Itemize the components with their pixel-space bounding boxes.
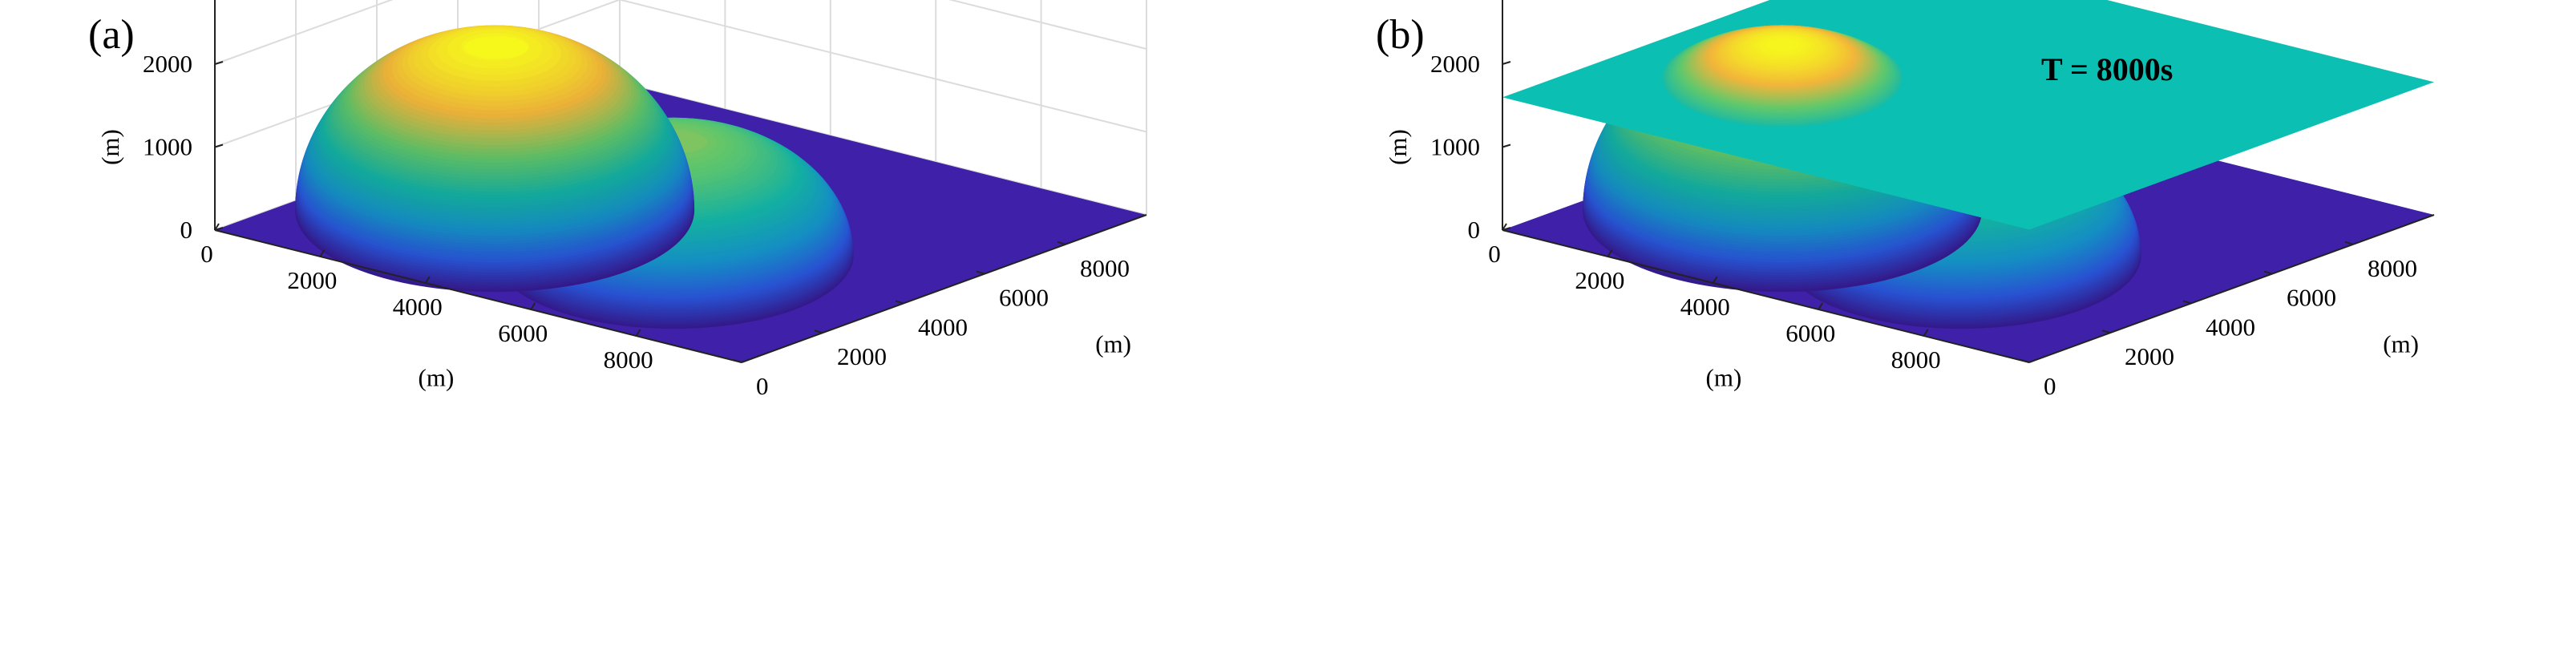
x-axis-label: (m)	[1706, 363, 1742, 391]
x-tick-label: 0	[200, 240, 213, 268]
axes: 0 2000 4000 6000 8000 0 2000 4000 6000 8000 0 1000 2…	[1384, 0, 2435, 400]
x-tick-label: 2000	[1575, 266, 1624, 294]
grid-line	[214, 0, 394, 65]
x-tick-label: 0	[1488, 240, 1501, 268]
y-tick-mark	[976, 270, 985, 275]
y-tick-mark	[2263, 270, 2273, 275]
x-axis-label: (m)	[419, 363, 455, 391]
x-tick-mark	[319, 249, 326, 257]
y-tick-mark	[1057, 241, 1066, 245]
x-tick-mark	[1502, 223, 1507, 231]
y-tick-mark	[2101, 329, 2111, 334]
y-tick-label: 2000	[2125, 342, 2174, 370]
y-axis-line	[2028, 214, 2435, 363]
z-tick-label: 2000	[143, 50, 192, 78]
x-tick-mark	[214, 223, 220, 231]
x-tick-mark	[1712, 276, 1718, 284]
z-tick-label: 0	[180, 216, 193, 244]
surface-group	[1502, 0, 2434, 362]
z-tick-mark	[1502, 61, 1511, 65]
y-tick-label: 4000	[918, 313, 968, 341]
panel-label: (a)	[88, 12, 135, 58]
x-tick-label: 4000	[1680, 293, 1730, 321]
z-tick-mark	[214, 61, 224, 65]
x-tick-mark	[635, 329, 641, 337]
y-tick-label: 2000	[837, 342, 887, 370]
z-axis-label: (m)	[1384, 129, 1412, 165]
grid-line	[619, 0, 1147, 133]
time-annotation: T = 8000s	[2041, 51, 2173, 87]
axes: 0 2000 4000 6000 8000 0 2000 4000 6000 8000 0 1000 2…	[96, 0, 1147, 400]
z-tick-mark	[214, 227, 224, 231]
x-tick-label: 8000	[1891, 346, 1941, 374]
hill-peak	[464, 36, 529, 59]
x-tick-mark	[1923, 329, 1929, 337]
x-tick-mark	[1818, 302, 1824, 310]
y-axis-line	[741, 214, 1147, 363]
y-axis-label: (m)	[1095, 330, 1131, 358]
x-tick-mark	[530, 302, 536, 310]
z-tick-mark	[1502, 227, 1511, 231]
y-axis-label: (m)	[2383, 330, 2419, 358]
emerged-hill-slice	[1765, 38, 1799, 52]
x-tick-label: 8000	[604, 346, 653, 374]
x-tick-mark	[1607, 249, 1613, 257]
x-tick-label: 6000	[498, 319, 548, 347]
surface-group	[215, 25, 1146, 362]
panel-a: 0 2000 4000 6000 8000 0 2000 4000 6000 8000 0 1000 2…	[88, 0, 1147, 400]
x-axis-line	[214, 229, 742, 363]
x-tick-label: 4000	[393, 293, 443, 321]
z-tick-mark	[1502, 143, 1511, 148]
surface-plot-b: 0 2000 4000 6000 8000 0 2000 4000 6000 8000 0 1000 2…	[1376, 0, 2435, 400]
y-tick-mark	[733, 359, 742, 363]
z-tick-label: 0	[1468, 216, 1481, 244]
x-tick-label: 2000	[287, 266, 337, 294]
y-tick-label: 4000	[2206, 313, 2255, 341]
x-tick-mark	[424, 276, 431, 284]
x-axis-line	[1502, 229, 2030, 363]
y-tick-mark	[895, 300, 904, 305]
z-tick-label: 1000	[1430, 133, 1480, 161]
y-tick-label: 6000	[999, 284, 1049, 312]
panel-label: (b)	[1376, 12, 1425, 58]
y-tick-label: 0	[2044, 372, 2056, 400]
z-tick-label: 1000	[143, 133, 192, 161]
y-tick-mark	[814, 329, 823, 334]
z-axis-label: (m)	[96, 129, 124, 165]
grid-line	[948, 0, 1147, 50]
z-tick-mark	[214, 143, 224, 148]
y-tick-mark	[2020, 359, 2030, 363]
panel-b: 0 2000 4000 6000 8000 0 2000 4000 6000 8000 0 1000 2…	[1288, 0, 2575, 671]
y-tick-label: 8000	[1080, 254, 1130, 282]
y-tick-label: 6000	[2287, 284, 2336, 312]
y-tick-label: 0	[756, 372, 769, 400]
y-tick-mark	[2344, 241, 2354, 245]
x-tick-label: 6000	[1785, 319, 1835, 347]
z-tick-label: 2000	[1430, 50, 1480, 78]
surface-plot-a: 0 2000 4000 6000 8000 0 2000 4000 6000 8000 0 1000 2…	[88, 0, 1147, 400]
y-tick-mark	[2182, 300, 2192, 305]
y-tick-label: 8000	[2368, 254, 2417, 282]
